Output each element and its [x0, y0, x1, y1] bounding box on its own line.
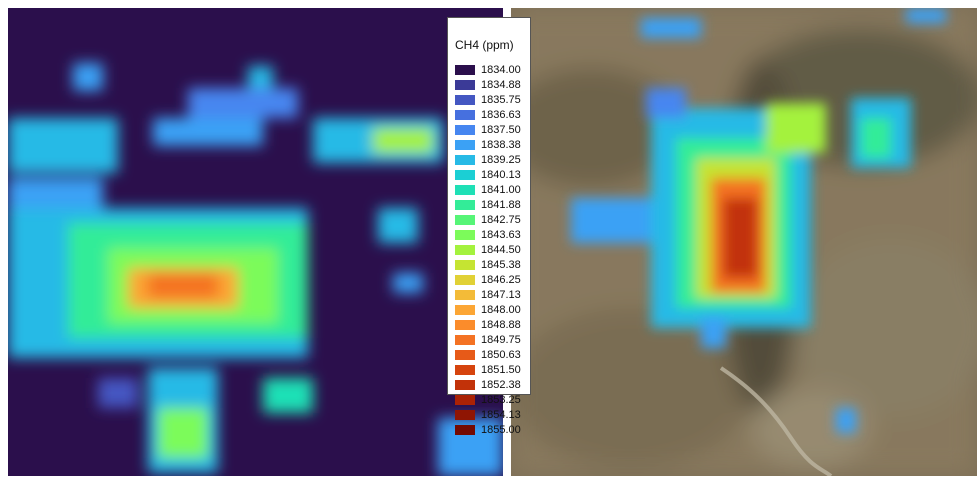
- legend-item: 1838.38: [455, 138, 530, 153]
- legend-title: CH4 (ppm): [455, 38, 514, 52]
- legend-item: 1849.75: [455, 333, 530, 348]
- legend-swatch: [455, 230, 475, 240]
- legend-swatch: [455, 380, 475, 390]
- legend-swatch: [455, 200, 475, 210]
- legend: CH4 (ppm) 1834.00 1834.88 1835.75 1836.63 18…: [447, 17, 531, 436]
- legend-item: 1852.38: [455, 378, 530, 393]
- legend-item: 1854.13: [455, 408, 530, 423]
- legend-swatch: [455, 170, 475, 180]
- legend-swatch: [455, 125, 475, 135]
- legend-label: 1854.13: [481, 409, 521, 421]
- legend-swatch: [455, 245, 475, 255]
- legend-swatch: [455, 260, 475, 270]
- legend-swatch: [455, 80, 475, 90]
- legend-item: 1834.88: [455, 78, 530, 93]
- legend-item: 1836.63: [455, 108, 530, 123]
- legend-label: 1846.25: [481, 274, 521, 286]
- legend-swatch: [455, 335, 475, 345]
- legend-swatch: [455, 305, 475, 315]
- legend-label: 1850.63: [481, 349, 521, 361]
- satellite-overlay-panel: [511, 8, 977, 476]
- legend-swatch: [455, 185, 475, 195]
- legend-label: 1834.00: [481, 64, 521, 76]
- legend-label: 1834.88: [481, 79, 521, 91]
- legend-item: 1841.88: [455, 198, 530, 213]
- legend-label: 1851.50: [481, 364, 521, 376]
- methane-heatmap: [8, 63, 503, 476]
- legend-item: 1848.00: [455, 303, 530, 318]
- legend-label: 1848.00: [481, 304, 521, 316]
- legend-item: 1848.88: [455, 318, 530, 333]
- legend-swatch: [455, 395, 475, 405]
- legend-swatch: [455, 110, 475, 120]
- legend-label: 1839.25: [481, 154, 521, 166]
- legend-swatch: [455, 365, 475, 375]
- legend-item: 1843.63: [455, 228, 530, 243]
- legend-item: 1845.38: [455, 258, 530, 273]
- legend-label: 1845.38: [481, 259, 521, 271]
- methane-heatmap-panel: [8, 8, 503, 476]
- legend-label: 1838.38: [481, 139, 521, 151]
- legend-item: 1840.13: [455, 168, 530, 183]
- legend-label: 1842.75: [481, 214, 521, 226]
- legend-label: 1844.50: [481, 244, 521, 256]
- legend-item: 1855.00: [455, 423, 530, 438]
- legend-swatch: [455, 140, 475, 150]
- legend-item: 1834.00: [455, 63, 530, 78]
- legend-swatch: [455, 410, 475, 420]
- legend-item: 1842.75: [455, 213, 530, 228]
- legend-swatch: [455, 215, 475, 225]
- legend-label: 1849.75: [481, 334, 521, 346]
- legend-item: 1851.50: [455, 363, 530, 378]
- satellite-image: [511, 8, 977, 476]
- legend-item: 1841.00: [455, 183, 530, 198]
- legend-label: 1847.13: [481, 289, 521, 301]
- legend-label: 1841.88: [481, 199, 521, 211]
- legend-swatch: [455, 95, 475, 105]
- legend-swatch: [455, 350, 475, 360]
- legend-item: 1846.25: [455, 273, 530, 288]
- legend-label: 1843.63: [481, 229, 521, 241]
- legend-item: 1844.50: [455, 243, 530, 258]
- legend-label: 1841.00: [481, 184, 521, 196]
- legend-swatch: [455, 290, 475, 300]
- legend-item: 1850.63: [455, 348, 530, 363]
- legend-swatch: [455, 155, 475, 165]
- legend-label: 1835.75: [481, 94, 521, 106]
- legend-label: 1855.00: [481, 424, 521, 436]
- legend-swatch: [455, 320, 475, 330]
- legend-label: 1836.63: [481, 109, 521, 121]
- legend-swatch: [455, 275, 475, 285]
- legend-label: 1848.88: [481, 319, 521, 331]
- legend-item: 1853.25: [455, 393, 530, 408]
- legend-swatch: [455, 425, 475, 435]
- legend-items: 1834.00 1834.88 1835.75 1836.63 1837.50 1838.…: [455, 63, 530, 438]
- legend-item: 1847.13: [455, 288, 530, 303]
- legend-label: 1853.25: [481, 394, 521, 406]
- legend-item: 1839.25: [455, 153, 530, 168]
- legend-item: 1837.50: [455, 123, 530, 138]
- legend-swatch: [455, 65, 475, 75]
- legend-label: 1840.13: [481, 169, 521, 181]
- legend-label: 1852.38: [481, 379, 521, 391]
- legend-label: 1837.50: [481, 124, 521, 136]
- legend-item: 1835.75: [455, 93, 530, 108]
